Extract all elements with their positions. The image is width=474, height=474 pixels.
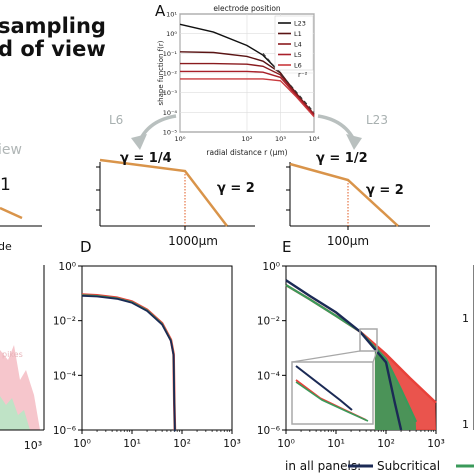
panel-a-series-line [180, 70, 315, 116]
panel-d: D 10⁰ 10¹ 10² 10³ 10⁰ 10⁻² 10⁻⁴ 10⁻⁶ [53, 238, 241, 450]
xtick-label: 10¹ [123, 438, 141, 450]
panel-e-zoom-connector-1 [291, 350, 361, 363]
xtick-label: 10² [377, 438, 395, 450]
panel-c-xtick: 10³ [24, 439, 42, 452]
panel-d-series-subcritical [81, 294, 176, 432]
panel-a-legend-box [274, 15, 314, 71]
xtick-label: 10¹ [327, 438, 345, 450]
panel-d-letter: D [80, 238, 92, 256]
panel-e-green-tail [374, 347, 417, 430]
ytick-label: 10⁻⁶ [53, 425, 76, 437]
panel-a-ytick-label: 10⁻¹ [163, 50, 178, 58]
sub-left-gamma2: γ = 2 [217, 181, 255, 196]
xtick-label: 10³ [223, 438, 241, 450]
right-fragment-tick: 1 [462, 418, 469, 431]
panel-a-legend-label: L1 [294, 30, 302, 38]
inset-subcritical [295, 365, 353, 411]
panel-a-ticks: 10⁰ 10² 10³ 10⁴ 10¹ 10⁰ 10⁻¹ 10⁻² 10⁻³ 10⁻⁴ 10⁻⁵ [163, 11, 320, 144]
panel-e: E 10⁰ 10¹ 10² 10³ 10⁰ 10⁻² 10⁻⁴ 10⁻⁶ [257, 238, 445, 450]
panel-a-lines [179, 23, 315, 118]
arrow-right-label: L23 [366, 113, 388, 127]
panel-a-letter: A [155, 2, 166, 20]
panel-c-legend-fragment: pikes [2, 350, 23, 359]
panel-e-zoom-region [359, 328, 378, 352]
footer-prefix: in all panels: [285, 459, 361, 473]
panel-a-ytick-label: 10¹ [166, 11, 177, 19]
arrow-right-head [346, 134, 362, 150]
panel-d-ticks: 10⁰ 10¹ 10² 10³ 10⁰ 10⁻² 10⁻⁴ 10⁻⁶ [53, 261, 241, 450]
panel-a-series-line [180, 78, 315, 118]
panel-a-ytick-label: 10⁻² [163, 70, 178, 78]
ytick-label: 10⁻⁴ [53, 370, 76, 382]
left-axis-fragment: de [0, 240, 12, 253]
panel-a-xtick-label: 10⁰ [175, 135, 186, 143]
ytick-label: 10⁻⁶ [257, 425, 280, 437]
sub-left-xtick: 1000μm [168, 234, 218, 248]
right-fragment-tick: 1 [462, 312, 469, 325]
footer-legend: in all panels: Subcritical [285, 459, 474, 473]
arrow-left-label: L6 [109, 113, 123, 127]
panel-a-legend: L23 L1 L4 L5 L6 [274, 15, 314, 71]
panel-c-green-fill [0, 396, 30, 430]
panel-a-xtick-label: 10⁴ [309, 135, 320, 143]
sub-right-curve [289, 162, 399, 227]
panel-a-ytick-label: 10⁰ [166, 30, 177, 38]
sub-left-gamma1: γ = 1/4 [120, 151, 172, 166]
left-view-label: iew [0, 142, 22, 158]
sub-right-gamma2: γ = 2 [366, 183, 404, 198]
panel-e-zoom-connector-2 [372, 350, 378, 363]
panel-d-lines [81, 293, 177, 432]
panel-a-legend-label: L6 [294, 62, 302, 70]
ytick-label: 10⁻² [257, 316, 280, 328]
panel-sub-right: γ = 1/2 γ = 2 100μm [286, 151, 430, 248]
panel-a-title: electrode position [213, 4, 281, 13]
arrow-right: L23 [317, 113, 388, 150]
inset-green [295, 381, 369, 422]
left-fragment-line [0, 206, 23, 220]
panel-d-plot-area [81, 265, 233, 431]
panel-c-fragment: pikes 10³ [0, 265, 45, 452]
xtick-label: 10⁰ [73, 438, 91, 450]
footer-subcritical-label: Subcritical [377, 459, 440, 473]
xtick-label: 10² [173, 438, 191, 450]
ytick-label: 10⁰ [262, 261, 280, 273]
sub-right-gamma1: γ = 1/2 [316, 151, 368, 166]
panel-a-legend-label: L4 [294, 41, 302, 49]
panel-a-ytick-label: 10⁻⁴ [163, 109, 178, 117]
panel-sub-left: γ = 1/4 γ = 2 1000μm [96, 151, 255, 248]
xtick-label: 10⁰ [277, 438, 295, 450]
xtick-label: 10³ [427, 438, 445, 450]
ytick-label: 10⁰ [58, 261, 76, 273]
panel-a-xtick-label: 10³ [275, 135, 286, 143]
panel-a-ytick-label: 10⁻⁵ [163, 129, 178, 137]
panel-a-ytick-label: 10⁻³ [163, 89, 178, 97]
panel-e-inset-lines [295, 365, 369, 422]
figure-title-line1: sampling [0, 14, 106, 38]
panel-a-ylabel: shape function f(r) [157, 40, 165, 105]
panel-a-legend-label: L23 [294, 20, 306, 28]
ytick-label: 10⁻² [53, 316, 76, 328]
sub-left-curve [99, 158, 228, 227]
arrow-left: L6 [109, 113, 177, 150]
panel-a: A electrode position 10⁰ 10² 10³ 10⁴10¹10⁰1… [155, 2, 320, 157]
sub-right-xtick: 100μm [327, 234, 369, 248]
ytick-label: 10⁻⁴ [257, 370, 280, 382]
left-gamma-fragment: 1 [0, 175, 11, 195]
panel-a-reference-line [262, 52, 315, 113]
panel-e-ticks: 10⁰ 10¹ 10² 10³ 10⁰ 10⁻² 10⁻⁴ 10⁻⁶ [257, 261, 445, 450]
panel-a-xtick-label: 10² [242, 135, 253, 143]
arrow-left-head [131, 134, 147, 150]
panel-a-xlabel: radial distance r (μm) [206, 148, 287, 157]
panel-e-letter: E [282, 238, 291, 256]
panel-a-legend-label: L5 [294, 51, 302, 59]
panel-a-slope-label: r⁻² [298, 71, 308, 79]
panel-a-series-line [180, 62, 315, 115]
figure-title-line2: d of view [0, 37, 106, 61]
